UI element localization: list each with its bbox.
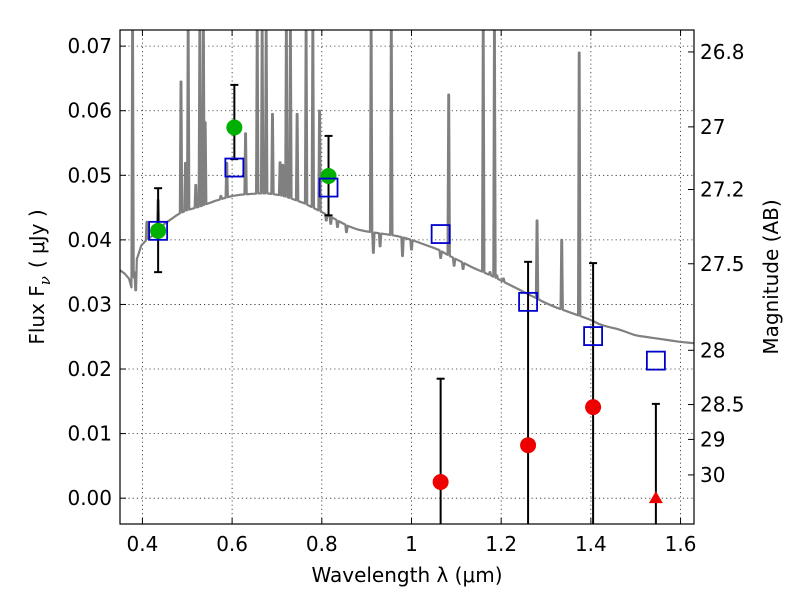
y2-axis-label: Magnitude (AB) <box>759 199 783 354</box>
y2-tick-label: 27 <box>700 115 725 139</box>
y-axis-ticks: 0.00 0.01 0.02 0.03 0.04 0.05 0.06 0.07 <box>67 34 126 510</box>
x-axis-ticks: 0.4 0.6 0.8 1 1.2 1.4 1.6 <box>127 30 697 556</box>
y2-tick-label: 27.2 <box>700 178 745 202</box>
model-square <box>318 177 339 198</box>
green-data-point <box>226 119 243 136</box>
green-data-point <box>150 222 167 239</box>
plot-frame <box>119 29 695 525</box>
upper-limit-triangle <box>648 491 663 504</box>
model-square <box>430 224 451 244</box>
x-tick-label: 0.8 <box>306 532 338 556</box>
red-data-point <box>432 474 449 491</box>
x-tick-label: 0.6 <box>216 532 248 556</box>
point-layer <box>148 119 666 504</box>
y2-axis-ticks: 26.8 27 27.2 27.5 28 28.5 29 30 <box>688 40 745 487</box>
y-tick-label: 0.07 <box>67 34 112 58</box>
spectrum-line <box>120 30 694 345</box>
model-square <box>224 157 245 178</box>
model-square <box>583 326 604 346</box>
x-tick-label: 1.6 <box>665 532 697 556</box>
errorbar-layer <box>154 83 660 524</box>
red-data-point <box>520 437 537 454</box>
y-tick-label: 0.02 <box>67 357 112 381</box>
y-tick-label: 0.00 <box>67 486 112 510</box>
y2-tick-label: 26.8 <box>700 40 745 64</box>
model-square <box>148 220 169 241</box>
y2-tick-label: 28.5 <box>700 393 745 417</box>
y2-tick-label: 29 <box>700 427 725 451</box>
y2-tick-label: 27.5 <box>700 252 745 276</box>
grid-layer <box>120 30 694 524</box>
x-axis-label: Wavelength λ (μm) <box>311 563 502 587</box>
y-tick-label: 0.04 <box>67 228 112 252</box>
green-data-point <box>320 167 337 184</box>
y-axis-label-nu: ν <box>36 276 54 285</box>
x-tick-label: 1 <box>405 532 418 556</box>
x-tick-label: 0.4 <box>127 532 159 556</box>
red-data-point <box>585 399 602 416</box>
y-axis-label-units: ( μJy ) <box>25 209 49 268</box>
model-square <box>518 291 538 312</box>
svg-text:Flux Fν( μJy ): Flux Fν ( μJy ) <box>25 209 54 344</box>
y-tick-label: 0.06 <box>67 99 112 123</box>
model-square <box>645 350 666 371</box>
spectrum-layer <box>120 30 694 345</box>
y-tick-label: 0.03 <box>67 292 112 316</box>
x-tick-label: 1.4 <box>575 532 607 556</box>
y2-tick-label: 28 <box>700 338 725 362</box>
y-tick-label: 0.01 <box>67 422 112 446</box>
y-axis-label: Flux Fν ( μJy ) <box>25 209 54 344</box>
y-tick-label: 0.05 <box>67 163 112 187</box>
x-tick-label: 1.2 <box>485 532 517 556</box>
y-axis-label-text: Flux F <box>25 285 49 344</box>
y2-tick-label: 30 <box>700 463 725 487</box>
